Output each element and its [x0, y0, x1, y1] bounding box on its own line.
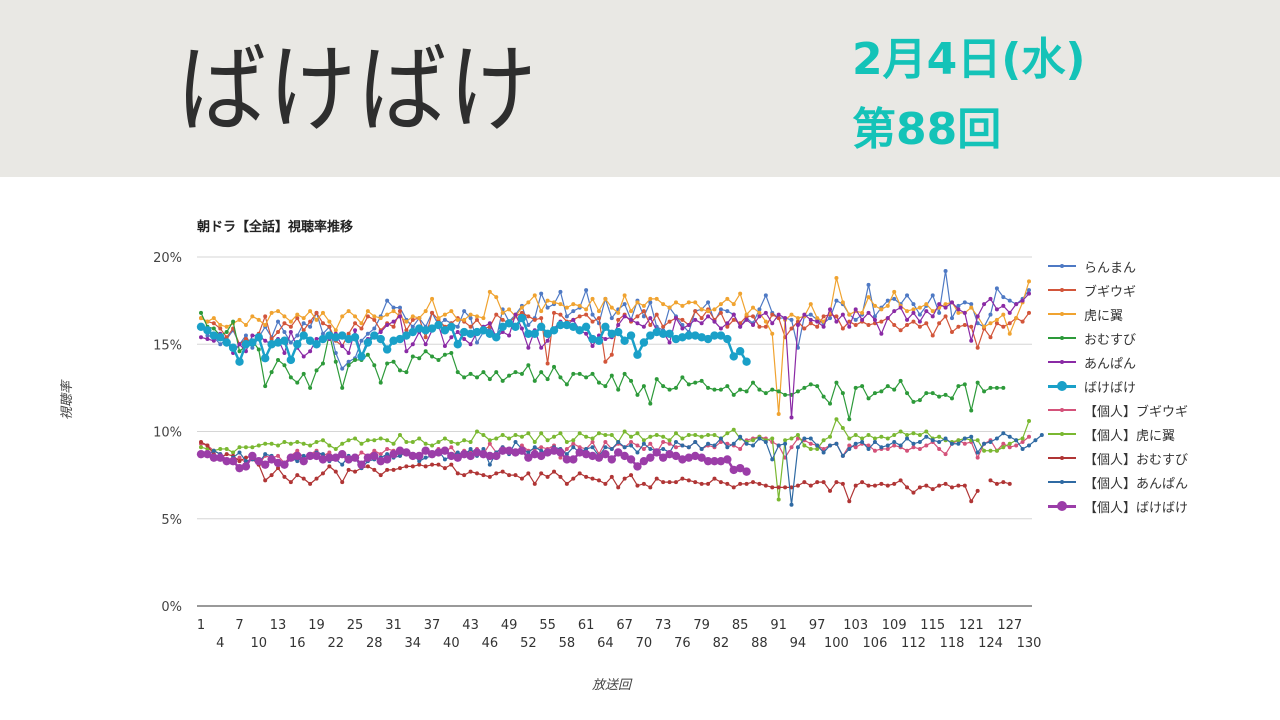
legend-item[interactable]: らんまん [1048, 254, 1188, 278]
x-tick-label: 130 [1017, 636, 1042, 651]
legend-item[interactable]: 【個人】ばけばけ [1048, 494, 1188, 518]
header-banner: ばけばけ 2月4日(水) 第88回 [0, 0, 1280, 177]
series-【個人】虎に翼 [199, 417, 1031, 502]
x-tick-label: 49 [501, 618, 518, 633]
legend-item[interactable]: おむすび [1048, 326, 1188, 350]
y-tick-label: 20% [153, 251, 182, 266]
y-tick-label: 10% [153, 426, 182, 441]
broadcast-date: 2月4日(水) [852, 34, 1086, 85]
x-tick-label: 7 [235, 618, 243, 633]
legend: らんまんブギウギ虎に翼おむすびあんぱんばけばけ【個人】ブギウギ 【個人】虎に翼 【個… [1048, 254, 1188, 518]
legend-marker-icon [1048, 308, 1076, 320]
legend-marker-icon [1048, 332, 1076, 344]
series-ばけばけ [196, 313, 751, 366]
x-tick-label: 94 [790, 636, 807, 651]
legend-label: 虎に翼 [1084, 308, 1124, 324]
legend-label: ばけばけ [1084, 380, 1137, 396]
legend-label: 【個人】あんぱん [1084, 476, 1189, 492]
x-tick-label: 79 [693, 618, 710, 633]
x-tick-label: 97 [809, 618, 826, 633]
x-tick-label: 124 [978, 636, 1003, 651]
legend-label: 【個人】ブギウギ [1084, 404, 1189, 420]
x-tick-label: 85 [732, 618, 749, 633]
legend-marker-icon [1048, 428, 1076, 440]
x-tick-label: 76 [674, 636, 691, 651]
x-tick-label: 28 [366, 636, 383, 651]
legend-marker-icon [1048, 284, 1076, 296]
x-tick-label: 73 [655, 618, 672, 633]
x-tick-label: 10 [250, 636, 267, 651]
legend-marker-icon [1048, 380, 1076, 392]
x-tick-label: 103 [843, 618, 868, 633]
x-tick-label: 82 [713, 636, 730, 651]
legend-label: ブギウギ [1084, 284, 1137, 300]
x-tick-label: 109 [882, 618, 907, 633]
legend-marker-icon [1048, 404, 1076, 416]
x-tick-label: 100 [824, 636, 849, 651]
legend-marker-icon [1048, 500, 1076, 512]
x-tick-label: 16 [289, 636, 306, 651]
x-tick-label: 121 [959, 618, 984, 633]
legend-item[interactable]: 【個人】ブギウギ [1048, 398, 1188, 422]
series-【個人】おむすび [199, 439, 1012, 504]
legend-marker-icon [1048, 476, 1076, 488]
x-tick-label: 91 [770, 618, 787, 633]
legend-item[interactable]: 虎に翼 [1048, 302, 1188, 326]
x-tick-label: 67 [616, 618, 633, 633]
series-らんまん [199, 268, 1031, 371]
x-tick-label: 88 [751, 636, 768, 651]
x-tick-label: 61 [578, 618, 595, 633]
x-tick-label: 55 [539, 618, 556, 633]
x-tick-label: 52 [520, 636, 537, 651]
legend-item[interactable]: ブギウギ [1048, 278, 1188, 302]
legend-item[interactable]: あんぱん [1048, 350, 1188, 374]
legend-item[interactable]: 【個人】虎に翼 [1048, 422, 1188, 446]
y-tick-label: 15% [153, 338, 182, 353]
x-tick-label: 127 [997, 618, 1022, 633]
x-tick-label: 13 [270, 618, 287, 633]
legend-item[interactable]: 【個人】あんぱん [1048, 470, 1188, 494]
legend-label: 【個人】おむすび [1084, 452, 1189, 468]
chart-title: 朝ドラ【全話】視聴率推移 [197, 220, 354, 235]
show-title: ばけばけ [178, 34, 539, 146]
x-tick-label: 19 [308, 618, 325, 633]
x-axis-label: 放送回 [592, 678, 632, 693]
x-tick-label: 25 [347, 618, 364, 633]
legend-marker-icon [1048, 356, 1076, 368]
x-tick-label: 46 [482, 636, 499, 651]
x-tick-label: 115 [920, 618, 945, 633]
x-tick-label: 106 [863, 636, 888, 651]
x-tick-label: 58 [559, 636, 576, 651]
x-tick-label: 34 [405, 636, 422, 651]
legend-item[interactable]: ばけばけ [1048, 374, 1188, 398]
episode-number: 第88回 [852, 104, 1002, 155]
x-tick-label: 118 [940, 636, 965, 651]
legend-label: らんまん [1084, 260, 1137, 276]
x-tick-label: 64 [597, 636, 614, 651]
series-【個人】ばけばけ [196, 446, 751, 476]
x-tick-label: 112 [901, 636, 926, 651]
x-tick-label: 70 [636, 636, 653, 651]
x-tick-label: 1 [197, 618, 205, 633]
x-tick-label: 40 [443, 636, 460, 651]
legend-label: あんぱん [1084, 356, 1137, 372]
x-tick-label: 4 [216, 636, 224, 651]
x-tick-label: 22 [328, 636, 345, 651]
legend-marker-icon [1048, 452, 1076, 464]
legend-marker-icon [1048, 260, 1076, 272]
x-tick-label: 31 [385, 618, 402, 633]
x-tick-label: 43 [462, 618, 479, 633]
legend-label: 【個人】ばけばけ [1084, 500, 1189, 516]
legend-item[interactable]: 【個人】おむすび [1048, 446, 1188, 470]
series-おむすび [199, 310, 1006, 422]
y-tick-label: 0% [161, 600, 182, 615]
y-tick-label: 5% [161, 513, 182, 528]
legend-label: 【個人】虎に翼 [1084, 428, 1176, 444]
x-tick-label: 37 [424, 618, 441, 633]
legend-label: おむすび [1084, 332, 1137, 348]
